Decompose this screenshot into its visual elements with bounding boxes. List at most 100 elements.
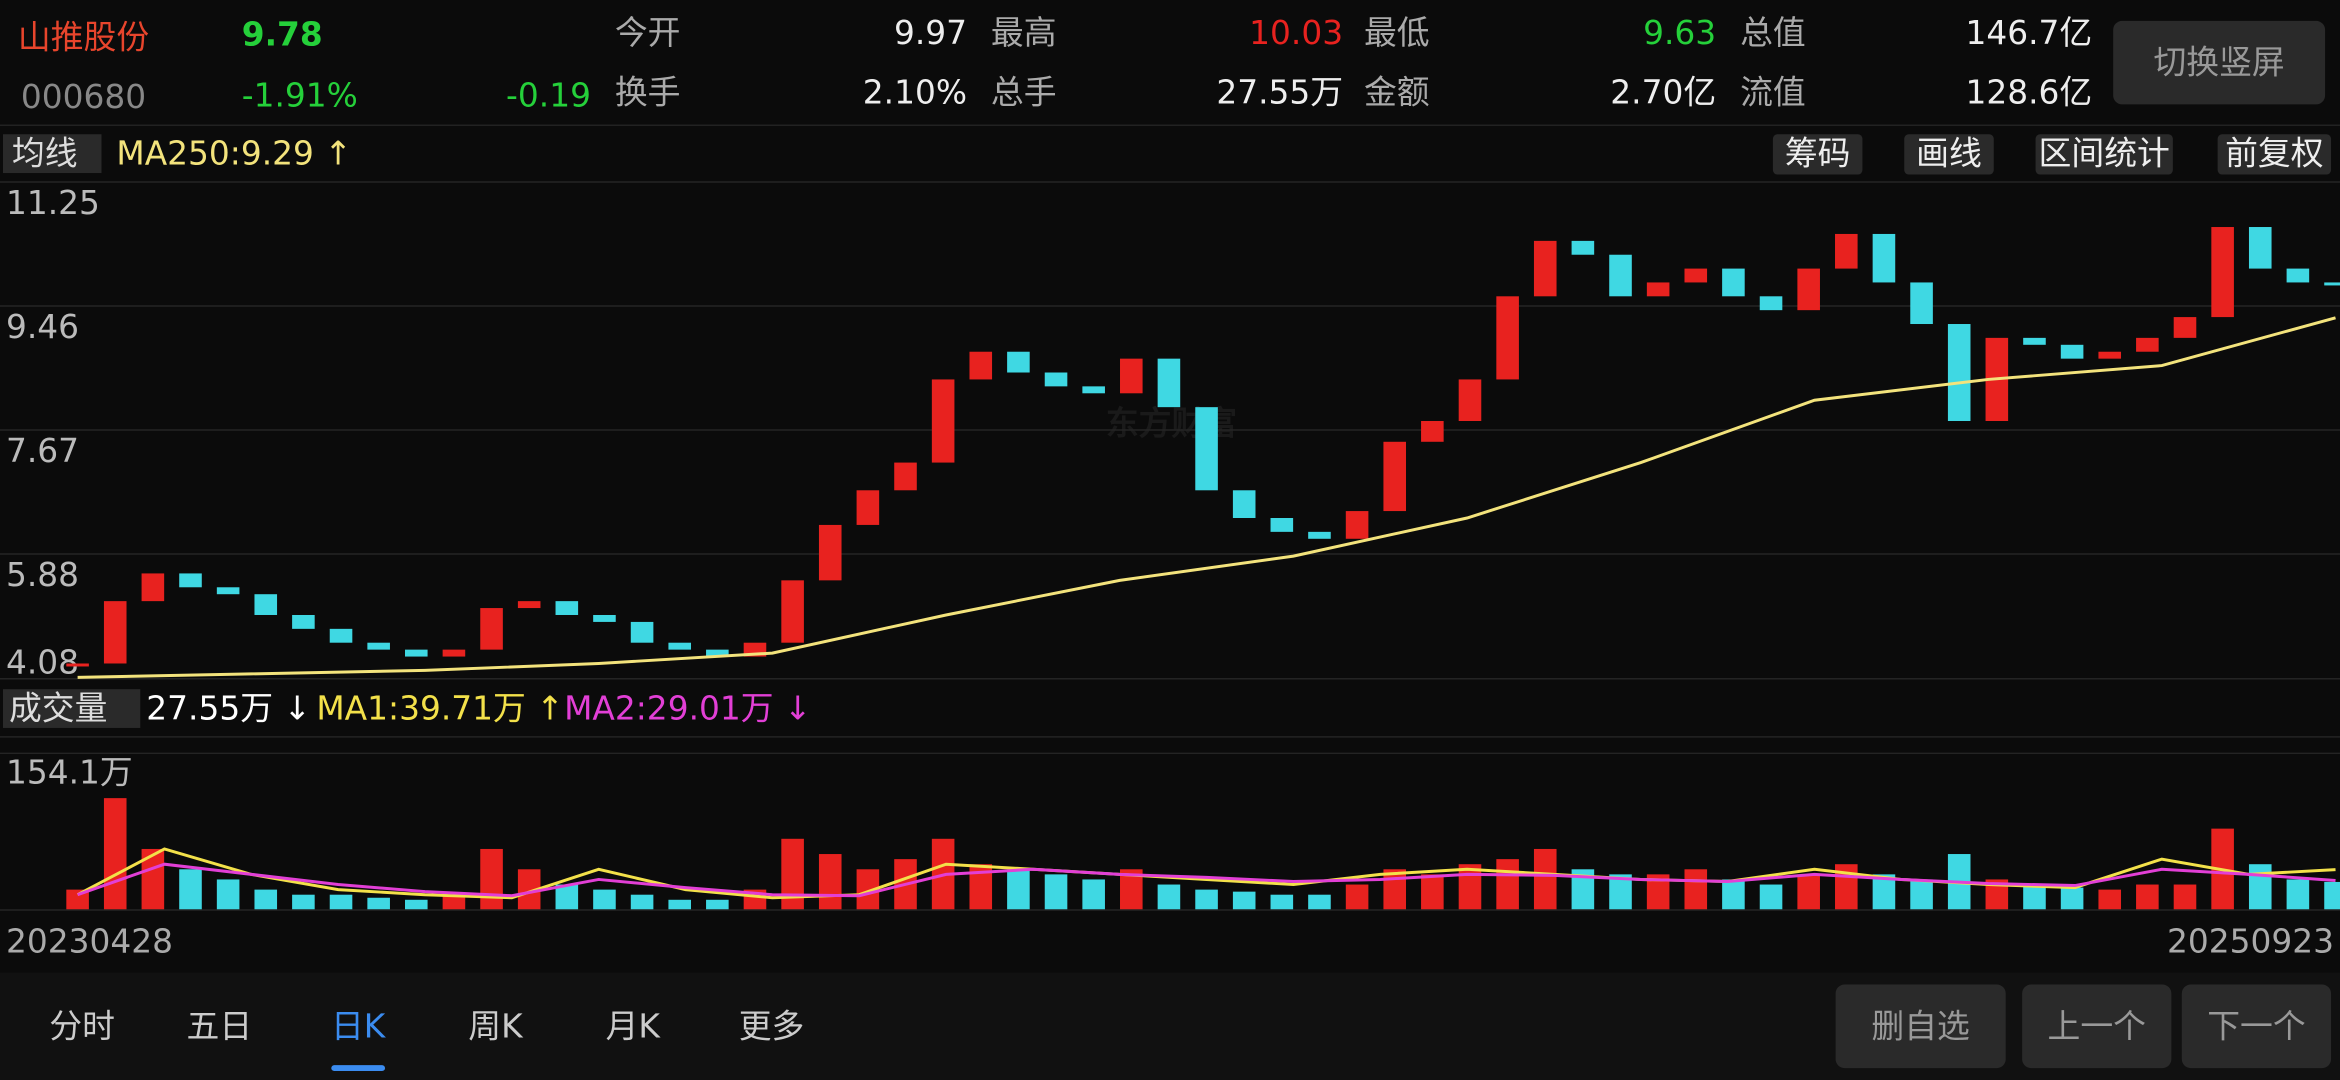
tool-button-label[interactable]: 前复权 bbox=[2225, 135, 2323, 173]
action-label[interactable]: 删自选 bbox=[1871, 1007, 1969, 1045]
tool-button-label[interactable]: 画线 bbox=[1916, 135, 1982, 173]
stat-label: 换手 bbox=[615, 73, 681, 111]
candle bbox=[1646, 282, 1670, 297]
price: 9.78 bbox=[242, 15, 323, 53]
volume-bar bbox=[1910, 879, 1933, 910]
candle bbox=[555, 601, 579, 615]
tab[interactable]: 周K bbox=[468, 1007, 524, 1045]
volume-bar bbox=[1533, 848, 1557, 910]
candle bbox=[1270, 517, 1294, 532]
action-button[interactable] bbox=[2022, 984, 2172, 1069]
candle bbox=[254, 594, 278, 615]
candle bbox=[931, 379, 955, 463]
candle bbox=[1759, 296, 1783, 311]
volume-bar bbox=[1421, 874, 1444, 910]
action-label[interactable]: 下一个 bbox=[2207, 1007, 2305, 1045]
volume-bar bbox=[480, 848, 503, 910]
candle bbox=[969, 351, 993, 380]
volume-bar bbox=[2248, 864, 2272, 910]
volume-indicator[interactable]: 成交量 bbox=[9, 690, 107, 728]
tool-button[interactable] bbox=[1772, 134, 1863, 175]
y-tick-label: 11.25 bbox=[6, 184, 100, 222]
volume-bar bbox=[2324, 881, 2340, 910]
stock-name: 山推股份 bbox=[18, 18, 149, 56]
volume-bar bbox=[141, 848, 165, 910]
code: 000680 bbox=[21, 78, 146, 116]
volume-bar bbox=[856, 869, 880, 910]
volume-bar bbox=[1985, 879, 2009, 910]
candle bbox=[1044, 372, 1068, 387]
volume-bar bbox=[1232, 891, 1256, 910]
candle bbox=[1835, 233, 1858, 269]
tab[interactable]: 月K bbox=[606, 1007, 662, 1045]
action-button[interactable] bbox=[2181, 984, 2332, 1069]
y-tick-label: 4.08 bbox=[6, 643, 79, 681]
ma250-line bbox=[77, 316, 2336, 679]
tool-button[interactable] bbox=[1904, 134, 1994, 175]
candle bbox=[2098, 351, 2122, 359]
tab[interactable]: 日K bbox=[331, 1007, 387, 1045]
volume-bar bbox=[668, 899, 692, 910]
start-date: 20230428 bbox=[6, 922, 173, 960]
candle bbox=[818, 524, 842, 581]
candle bbox=[329, 628, 353, 643]
candle bbox=[367, 642, 390, 650]
volume-select[interactable] bbox=[2, 689, 141, 728]
volume-ma1: MA1:39.71万 ↑ bbox=[316, 690, 563, 728]
candle bbox=[517, 601, 541, 609]
volume-bar bbox=[555, 884, 579, 910]
change: -0.19 bbox=[506, 76, 591, 114]
volume-bar bbox=[1195, 889, 1218, 910]
candle bbox=[1383, 441, 1407, 512]
stat-value: 10.03 bbox=[1249, 14, 1343, 52]
candle bbox=[593, 614, 616, 622]
volume-bar bbox=[1571, 869, 1595, 910]
volume-bar bbox=[329, 894, 353, 910]
volume-bar bbox=[2023, 884, 2046, 910]
stat-value: 2.10% bbox=[863, 73, 967, 111]
volume-bar bbox=[781, 838, 804, 910]
tool-button[interactable] bbox=[2035, 134, 2173, 175]
stat-label: 总值 bbox=[1740, 14, 1806, 52]
candle bbox=[1232, 490, 1256, 518]
stat-label: 总手 bbox=[991, 73, 1057, 111]
candle bbox=[179, 573, 202, 588]
stat-label: 最高 bbox=[991, 14, 1057, 52]
candle bbox=[442, 649, 466, 657]
volume-bar bbox=[179, 869, 202, 910]
y-tick-label: 154.1万 bbox=[6, 754, 133, 792]
candle bbox=[480, 608, 503, 650]
volume-bar bbox=[1308, 894, 1331, 910]
stat-value: 2.70亿 bbox=[1610, 73, 1716, 111]
rotate-button[interactable] bbox=[2113, 20, 2326, 105]
tool-button-label[interactable]: 筹码 bbox=[1785, 135, 1851, 173]
indicator-label[interactable]: 均线 bbox=[12, 135, 78, 173]
tab[interactable]: 分时 bbox=[49, 1007, 115, 1045]
candle bbox=[2023, 337, 2046, 345]
action-button[interactable] bbox=[1835, 984, 2006, 1069]
tool-button[interactable] bbox=[2217, 134, 2332, 175]
volume-bar bbox=[818, 854, 842, 910]
volume-bar bbox=[2286, 879, 2310, 910]
stat-value: 146.7亿 bbox=[1965, 14, 2092, 52]
indicator-select[interactable] bbox=[2, 134, 102, 174]
volume-bar bbox=[1722, 879, 1745, 910]
candle bbox=[706, 649, 729, 657]
candle bbox=[668, 642, 692, 650]
tool-button-label[interactable]: 区间统计 bbox=[2039, 135, 2170, 173]
y-tick-label: 5.88 bbox=[6, 556, 79, 594]
tab[interactable]: 更多 bbox=[739, 1007, 805, 1045]
action-label[interactable]: 上一个 bbox=[2048, 1007, 2146, 1045]
candle bbox=[141, 573, 165, 602]
volume-bar bbox=[1044, 874, 1068, 910]
volume-bar bbox=[706, 899, 729, 910]
candle bbox=[2060, 344, 2084, 359]
candle bbox=[1571, 240, 1595, 255]
y-tick-label: 9.46 bbox=[6, 308, 79, 346]
volume-bar bbox=[1609, 874, 1632, 910]
rotate-label[interactable]: 切换竖屏 bbox=[2153, 44, 2284, 82]
candle bbox=[1722, 268, 1745, 297]
tab[interactable]: 五日 bbox=[187, 1007, 253, 1045]
candle bbox=[1496, 296, 1519, 380]
volume-bar bbox=[1684, 869, 1708, 910]
